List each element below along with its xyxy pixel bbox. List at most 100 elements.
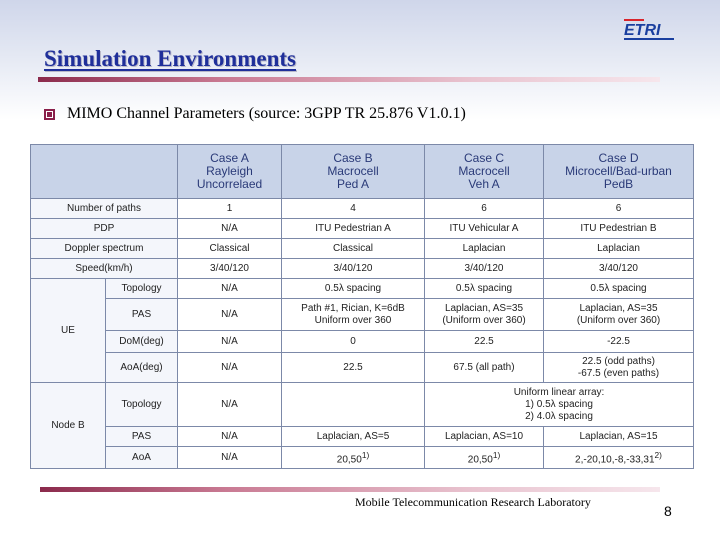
cell-line: 22.5 (odd paths) bbox=[582, 355, 655, 367]
footnote-mark: 1) bbox=[492, 449, 501, 460]
header-corner-cell bbox=[30, 144, 178, 199]
table-cell: N/A bbox=[177, 218, 282, 239]
table-cell: Laplacian bbox=[543, 238, 694, 259]
table-cell-merged: Uniform linear array: 1) 0.5λ spacing 2)… bbox=[424, 382, 694, 427]
table-cell: 4 bbox=[281, 198, 425, 219]
group-label-ue: UE bbox=[30, 278, 106, 383]
table-cell: 0.5λ spacing bbox=[281, 278, 425, 299]
table-cell: Classical bbox=[177, 238, 282, 259]
row-label: Topology bbox=[105, 382, 178, 427]
header-line: Macrocell bbox=[458, 164, 510, 178]
table-cell: N/A bbox=[177, 382, 282, 427]
table-cell: Laplacian, AS=35 (Uniform over 360) bbox=[543, 298, 694, 331]
table-row: AoA(deg) N/A 22.5 67.5 (all path) 22.5 (… bbox=[31, 352, 694, 383]
header-case-d: Case D Microcell/Bad-urban PedB bbox=[543, 144, 694, 199]
table-cell: N/A bbox=[177, 446, 282, 469]
table-cell: Laplacian, AS=35 (Uniform over 360) bbox=[424, 298, 544, 331]
header-line: Case D bbox=[598, 151, 639, 165]
table-row: AoA N/A 20,501) 20,501) 2,-20,10,-8,-33,… bbox=[31, 446, 694, 469]
table-cell: 3/40/120 bbox=[177, 258, 282, 279]
cell-line: Uniform linear array: bbox=[513, 386, 605, 398]
table-cell: ITU Vehicular A bbox=[424, 218, 544, 239]
row-label: DoM(deg) bbox=[105, 330, 178, 353]
logo-text: ETRI bbox=[624, 22, 661, 39]
footer-divider bbox=[40, 487, 660, 492]
cell-value: 20,50 bbox=[336, 454, 362, 466]
table-cell: N/A bbox=[177, 352, 282, 383]
table-cell: 22.5 (odd paths) -67.5 (even paths) bbox=[543, 352, 694, 383]
cell-value: 2,-20,10,-8,-33,31 bbox=[575, 454, 655, 466]
etri-logo: ETRI bbox=[622, 18, 678, 42]
row-label: PAS bbox=[105, 426, 178, 447]
table-cell: Path #1, Rician, K=6dB Uniform over 360 bbox=[281, 298, 425, 331]
table-cell: 22.5 bbox=[281, 352, 425, 383]
table-cell: 3/40/120 bbox=[543, 258, 694, 279]
header-line: Rayleigh bbox=[206, 164, 253, 178]
table-row: Node B Topology N/A Uniform linear array… bbox=[30, 382, 694, 469]
header-line: Microcell/Bad-urban bbox=[565, 164, 672, 178]
table-cell: 6 bbox=[424, 198, 544, 219]
cell-line: (Uniform over 360) bbox=[442, 314, 526, 326]
table-cell: Laplacian bbox=[424, 238, 544, 259]
table-cell: -22.5 bbox=[543, 330, 694, 353]
row-label: PDP bbox=[30, 218, 178, 239]
cell-value: 20,50 bbox=[467, 454, 493, 466]
cell-line: -67.5 (even paths) bbox=[577, 367, 660, 379]
table-cell: Laplacian, AS=10 bbox=[424, 426, 544, 447]
title-divider bbox=[38, 77, 660, 82]
table-cell: 2,-20,10,-8,-33,312) bbox=[543, 446, 694, 469]
table-cell: Laplacian, AS=5 bbox=[281, 426, 425, 447]
header-line: Uncorrelaed bbox=[196, 177, 263, 191]
row-label: Speed(km/h) bbox=[30, 258, 178, 279]
header-case-b: Case B Macrocell Ped A bbox=[281, 144, 425, 199]
bullet-text: MIMO Channel Parameters (source: 3GPP TR… bbox=[67, 105, 466, 122]
header-line: Case A bbox=[210, 151, 249, 165]
table-row: PAS N/A Path #1, Rician, K=6dB Uniform o… bbox=[31, 298, 694, 331]
cell-line: 1) 0.5λ spacing bbox=[525, 398, 593, 410]
table-cell: ITU Pedestrian B bbox=[543, 218, 694, 239]
row-label: Number of paths bbox=[30, 198, 178, 219]
table-cell: 20,501) bbox=[281, 446, 425, 469]
table-cell bbox=[281, 382, 425, 427]
table-row: Number of paths 1 4 6 6 bbox=[30, 198, 694, 219]
table-row: Speed(km/h) 3/40/120 3/40/120 3/40/120 3… bbox=[30, 258, 694, 279]
header-line: Ped A bbox=[336, 177, 370, 191]
table-cell: 3/40/120 bbox=[281, 258, 425, 279]
table-cell: Laplacian, AS=15 bbox=[543, 426, 694, 447]
row-label: Doppler spectrum bbox=[30, 238, 178, 259]
cell-line: Path #1, Rician, K=6dB bbox=[301, 302, 405, 314]
table-cell: 6 bbox=[543, 198, 694, 219]
table-cell: ITU Pedestrian A bbox=[281, 218, 425, 239]
mimo-parameters-table: Case A Rayleigh Uncorrelaed Case B Macro… bbox=[30, 144, 694, 469]
header-line: PedB bbox=[603, 177, 634, 191]
table-cell: 22.5 bbox=[424, 330, 544, 353]
slide-title: Simulation Environments bbox=[44, 46, 296, 71]
row-label: Topology bbox=[105, 278, 178, 299]
cell-line: Uniform over 360 bbox=[314, 314, 392, 326]
table-cell: 3/40/120 bbox=[424, 258, 544, 279]
square-bullet-icon bbox=[44, 108, 55, 120]
footer-text: Mobile Telecommunication Research Labora… bbox=[355, 495, 591, 509]
table-header-row: Case A Rayleigh Uncorrelaed Case B Macro… bbox=[30, 144, 694, 199]
footnote-mark: 2) bbox=[654, 449, 662, 460]
header-line: Case C bbox=[463, 151, 504, 165]
table-cell: N/A bbox=[177, 426, 282, 447]
table-cell: N/A bbox=[177, 298, 282, 331]
bullet-item: MIMO Channel Parameters (source: 3GPP TR… bbox=[44, 104, 466, 124]
footnote-mark: 1) bbox=[361, 449, 370, 460]
table-row: UE Topology N/A 0.5λ spacing 0.5λ spacin… bbox=[30, 278, 694, 383]
table-cell: 1 bbox=[177, 198, 282, 219]
row-label: PAS bbox=[105, 298, 178, 331]
row-label: AoA(deg) bbox=[105, 352, 178, 383]
table-cell: 67.5 (all path) bbox=[424, 352, 544, 383]
table-row: Doppler spectrum Classical Classical Lap… bbox=[30, 238, 694, 259]
table-cell: 0 bbox=[281, 330, 425, 353]
cell-line: Laplacian, AS=35 bbox=[579, 302, 658, 314]
table-row: PDP N/A ITU Pedestrian A ITU Vehicular A… bbox=[30, 218, 694, 239]
table-cell: N/A bbox=[177, 330, 282, 353]
table-cell: N/A bbox=[177, 278, 282, 299]
table-cell: 0.5λ spacing bbox=[424, 278, 544, 299]
group-label-nodeb: Node B bbox=[30, 382, 106, 469]
table-row: PAS N/A Laplacian, AS=5 Laplacian, AS=10… bbox=[31, 426, 694, 447]
header-line: Macrocell bbox=[327, 164, 379, 178]
